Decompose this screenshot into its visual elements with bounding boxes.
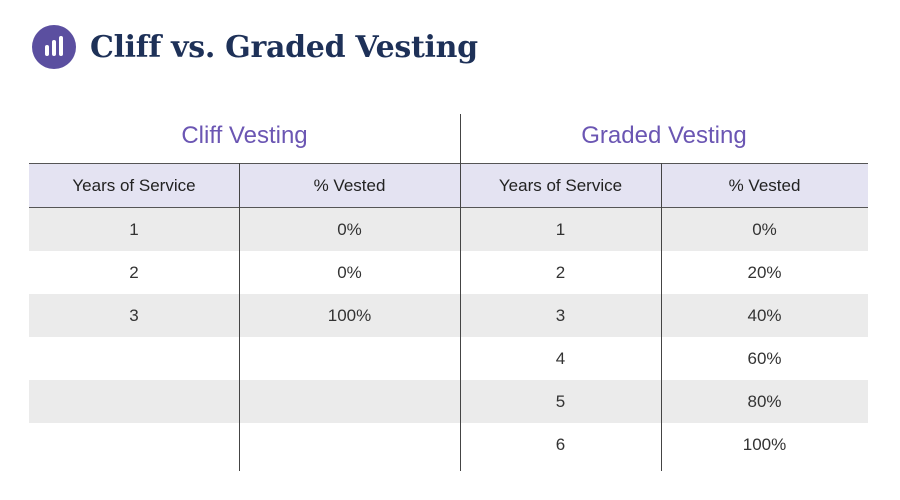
graded-vested-cell: 80% [661,380,868,423]
cliff-vested-cell: 0% [337,262,362,282]
table-row: 6 100% [29,423,868,466]
cliff-years-cell: 2 [129,262,139,282]
cliff-vested-cell: 0% [239,207,460,251]
cliff-years-cell: 3 [29,294,239,337]
cliff-vested-cell: 100% [239,294,460,337]
graded-vested-cell: 20% [747,262,782,282]
page-title: Cliff vs. Graded Vesting [90,29,478,65]
cliff-years-cell [29,423,239,466]
cliff-vesting-title: Cliff Vesting [181,122,308,149]
page-header: Cliff vs. Graded Vesting [32,24,478,70]
graded-years-cell: 4 [555,348,566,368]
table-row: 5 80% [29,380,868,423]
cliff-years-cell: 1 [29,207,239,251]
table-header-row: Years of Service % Vested Years of Servi… [29,163,868,208]
vesting-table: Years of Service % Vested Years of Servi… [29,163,868,466]
graded-years-cell: 5 [460,380,661,423]
table-row: 1 0% 1 0% [29,207,868,251]
cliff-vested-cell [239,423,460,466]
cliff-vested-cell [239,337,460,380]
table-row: 3 100% 3 40% [29,294,868,337]
graded-years-header: Years of Service [460,163,661,208]
cliff-column-divider [239,163,240,471]
cliff-years-header: Years of Service [29,163,239,208]
bar-chart-logo-icon [32,25,76,69]
graded-vested-header: % Vested [661,163,868,208]
graded-vested-cell: 100% [742,434,787,454]
graded-vested-cell: 60% [747,348,782,368]
graded-vested-cell: 40% [661,294,868,337]
cliff-years-cell [29,380,239,423]
table-row: 4 60% [29,337,868,380]
graded-vesting-title: Graded Vesting [581,122,747,149]
graded-column-divider [661,163,662,471]
graded-years-cell: 2 [555,262,566,282]
graded-years-cell: 1 [460,207,661,251]
graded-years-cell: 6 [555,434,566,454]
table-row: 2 0% 2 20% [29,251,868,294]
cliff-years-cell [29,337,239,380]
vesting-table-wrap: Years of Service % Vested Years of Servi… [29,163,868,466]
cliff-vested-header: % Vested [239,163,460,208]
graded-vested-cell: 0% [661,207,868,251]
panel-divider [460,114,461,471]
graded-years-cell: 3 [460,294,661,337]
cliff-vested-cell [239,380,460,423]
